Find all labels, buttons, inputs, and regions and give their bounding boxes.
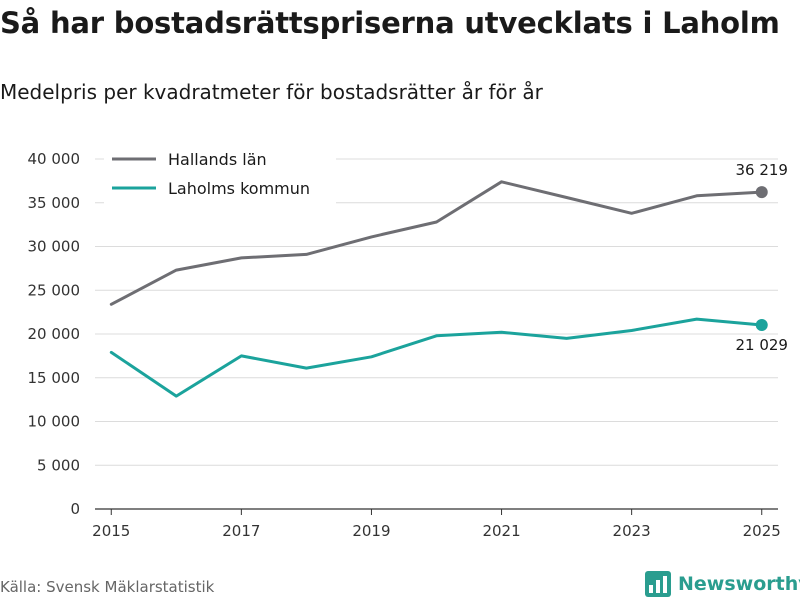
y-tick-label: 15 000 [28, 369, 81, 387]
series-line-laholms-kommun [109, 317, 764, 398]
y-tick-label: 30 000 [28, 238, 81, 256]
axes: 0 5 000 10 000 15 000 20 000 25 000 30 000 35 0… [28, 150, 781, 540]
x-tick-label: 2019 [352, 522, 390, 540]
legend: Hallands län Laholms kommun [104, 145, 336, 209]
end-value-label: 36 219 [735, 161, 788, 179]
legend-background [104, 145, 336, 209]
y-tick-label: 20 000 [28, 325, 81, 343]
y-tick-label: 0 [70, 500, 80, 518]
y-tick-label: 5 000 [37, 456, 80, 474]
legend-label: Hallands län [168, 150, 267, 169]
x-tick-label: 2021 [482, 522, 520, 540]
brand-name: Newsworthy [678, 573, 800, 595]
y-tick-label: 35 000 [28, 194, 81, 212]
x-tick-label: 2017 [222, 522, 260, 540]
y-tick-label: 40 000 [28, 150, 81, 168]
chart-subtitle: Medelpris per kvadratmeter för bostadsrä… [0, 80, 543, 104]
y-tick-label: 10 000 [28, 413, 81, 431]
x-tick-label: 2023 [613, 522, 651, 540]
x-tick-label: 2025 [743, 522, 781, 540]
brand-logo: Newsworthy [645, 568, 800, 600]
data-labels: 36 219 21 029 [735, 161, 788, 354]
series-end-marker [755, 318, 768, 331]
chart-title: Så har bostadsrättspriserna utvecklats i… [0, 6, 780, 40]
series-end-marker [755, 186, 768, 199]
x-tick-label: 2015 [92, 522, 130, 540]
series-lines [109, 180, 768, 398]
y-tick-label: 25 000 [28, 281, 81, 299]
series-line-hallands-lan [109, 180, 764, 306]
newsworthy-logo-icon [645, 571, 671, 597]
legend-label: Laholms kommun [168, 179, 310, 198]
end-value-label: 21 029 [735, 336, 788, 354]
source-note: Källa: Svensk Mäklarstatistik [0, 578, 215, 596]
